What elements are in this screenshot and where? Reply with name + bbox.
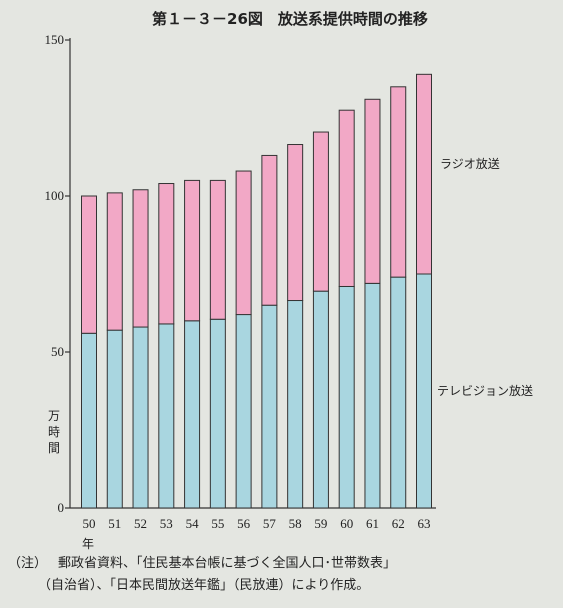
x-tick-label: 55 [211,516,224,531]
bar-segment-radio [132,189,149,328]
bar-segment-television [235,314,252,509]
y-axis: 0 50 100 150 万時間 [45,32,71,515]
y-tick-label: 100 [45,188,65,203]
bar-segment-radio [416,73,432,275]
y-unit-label: 間 [48,441,60,455]
bar-segment-radio [158,183,175,325]
bar-segment-television [106,329,123,509]
x-tick-label: 59 [314,516,327,531]
x-tick-label: 57 [263,516,277,531]
bar-segment-television [209,318,226,509]
bar-segment-radio [81,195,97,334]
bar-segment-television [287,300,304,509]
bar-segment-television [338,285,355,509]
x-tick-label: 63 [418,516,431,531]
bar-segment-television [158,323,175,509]
x-tick-label: 56 [237,516,251,531]
x-axis: 50 51 52 53 54 55 56 57 58 59 60 61 62 63 年 [70,507,436,550]
bar-segment-radio [184,179,201,322]
bar-group [81,73,432,509]
bar-segment-television [184,320,201,509]
bar-segment-radio [106,192,123,331]
x-tick-label: 52 [134,516,147,531]
bar-segment-television [132,326,149,509]
note-line-2: （自治省）、「日本民間放送年鑑」（民放連）により作成。 [38,578,370,593]
note-tag: （注） [8,556,48,571]
bar-segment-radio [364,98,381,284]
bar-segment-television [364,282,381,509]
legend-item-television: テレビジョン放送 [437,383,533,398]
bar-segment-radio [235,170,252,316]
x-tick-label: 53 [160,516,173,531]
bar-segment-radio [287,144,304,302]
y-tick-label: 150 [45,32,65,47]
y-unit-label: 時 [48,425,60,439]
legend-item-radio: ラジオ放送 [440,156,500,171]
x-unit-label: 年 [82,537,94,550]
y-tick-label: 0 [58,500,65,515]
x-tick-label: 60 [340,516,353,531]
x-tick-label: 51 [108,516,121,531]
x-tick-label: 62 [392,516,405,531]
x-tick-label: 61 [366,516,379,531]
bar-segment-radio [390,86,407,278]
bar-segment-television [312,290,329,509]
x-tick-label: 54 [186,516,200,531]
x-tick-label: 58 [289,516,302,531]
source-note: （注） 郵政省資料、「住民基本台帳に基づく全国人口･世帯数表」 （自治省）、「日本… [8,553,558,597]
bar-segment-radio [312,131,329,292]
x-tick-label: 50 [83,516,96,531]
chart-title: 第１－３－26図 放送系提供時間の推移 [152,10,428,28]
bar-segment-television [261,304,278,509]
y-unit-label: 万 [48,409,60,423]
note-line-1: 郵政省資料、「住民基本台帳に基づく全国人口･世帯数表」 [58,556,397,571]
bar-segment-television [416,273,432,509]
bar-segment-radio [338,109,355,287]
y-tick-label: 50 [51,344,64,359]
bar-segment-radio [209,179,226,320]
bar-segment-radio [261,154,278,306]
bar-segment-television [81,332,97,509]
bar-segment-television [390,276,407,509]
